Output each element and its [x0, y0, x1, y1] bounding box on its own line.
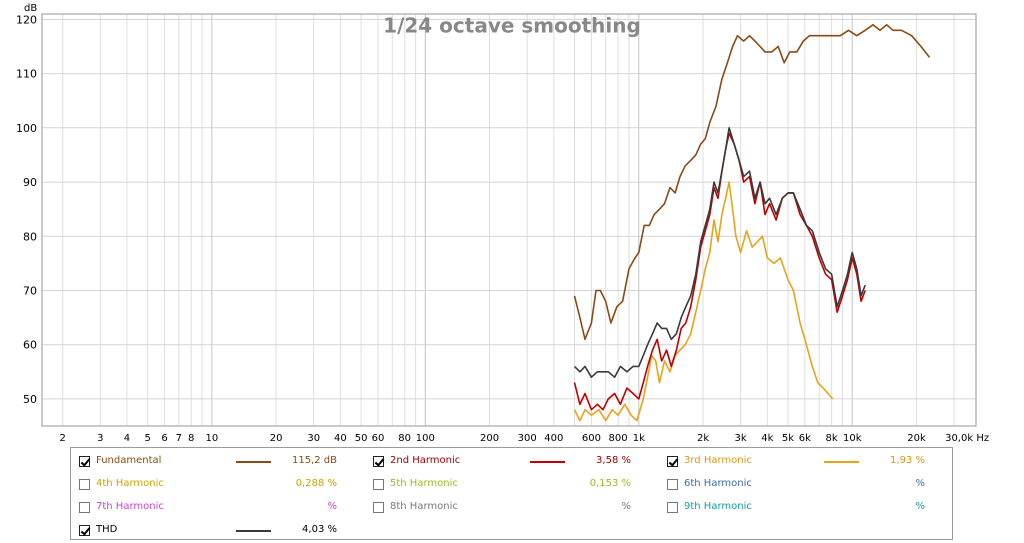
x-tick-label: 800: [609, 433, 628, 444]
legend-line-swatch: [824, 461, 859, 463]
x-tick-label: 5: [144, 433, 150, 444]
legend-value: %: [915, 501, 925, 512]
x-tick-label: 80: [398, 433, 411, 444]
legend-line-swatch: [236, 530, 271, 532]
legend-label: THD: [96, 524, 118, 535]
legend-value: 0,288 %: [295, 478, 337, 489]
y-tick-label: 60: [23, 339, 37, 352]
legend-label: 7th Harmonic: [96, 501, 164, 512]
legend-item: 9th Harmonic%: [659, 500, 949, 518]
x-tick-label: 7: [176, 433, 182, 444]
x-tick-label: 1k: [633, 433, 645, 444]
y-axis-ticks: 120 110 100 90 80 70 60 50: [16, 13, 37, 405]
legend-label: 9th Harmonic: [684, 501, 752, 512]
x-axis-ticks: 2 3 4 5 6 7 8 10 20 30 40 50 60 80 100 200 300 400 600 800 1…: [59, 433, 989, 444]
legend-checkbox[interactable]: [79, 479, 90, 490]
legend-item: THD 4,03 %: [71, 523, 361, 541]
x-tick-label: 200: [480, 433, 499, 444]
legend-checkbox[interactable]: [373, 502, 384, 513]
legend-item: 2nd Harmonic 3,58 %: [365, 454, 655, 472]
legend-line-swatch: [530, 461, 565, 463]
x-tick-label: 600: [582, 433, 601, 444]
legend-item: 6th Harmonic%: [659, 477, 949, 495]
legend-line-swatch: [236, 461, 271, 463]
plot-frame: [41, 13, 977, 427]
legend-value: 3,58 %: [596, 455, 631, 466]
legend-label: 3rd Harmonic: [684, 455, 752, 466]
chart-title: 1/24 octave smoothing: [383, 14, 641, 38]
x-tick-label: 8k: [825, 433, 837, 444]
legend-label: Fundamental: [96, 455, 162, 466]
series-line-2nd-harmonic: [573, 132, 866, 411]
legend-value: 1,93 %: [890, 455, 925, 466]
y-tick-label: 50: [23, 393, 37, 406]
x-tick-label: 50: [355, 433, 368, 444]
x-tick-label: 2: [59, 433, 65, 444]
legend-item: 5th Harmonic 0,153 %: [365, 477, 655, 495]
x-tick-label: 8: [188, 433, 194, 444]
legend-value: %: [915, 478, 925, 489]
y-tick-label: 100: [16, 122, 37, 135]
x-tick-label: 100: [416, 433, 435, 444]
legend-value: 4,03 %: [302, 524, 337, 535]
x-tick-label: 3: [97, 433, 103, 444]
legend-checkbox[interactable]: [79, 525, 90, 536]
y-tick-label: 120: [16, 13, 37, 26]
legend-item: 8th Harmonic%: [365, 500, 655, 518]
x-tick-label: 20: [270, 433, 283, 444]
x-tick-label: 2k: [697, 433, 709, 444]
legend-label: 5th Harmonic: [390, 478, 458, 489]
x-tick-label: 400: [544, 433, 563, 444]
x-tick-label: 10: [206, 433, 219, 444]
x-tick-label: 10k: [843, 433, 862, 444]
y-tick-label: 90: [23, 176, 37, 189]
x-tick-label: 6: [161, 433, 167, 444]
x-tick-label: 5k: [782, 433, 794, 444]
series-line-fundamental: [573, 24, 931, 341]
legend-item: Fundamental 115,2 dB: [71, 454, 361, 472]
legend-checkbox[interactable]: [373, 456, 384, 467]
x-tick-label: 20k: [907, 433, 926, 444]
series-lines: [573, 24, 931, 422]
x-tick-label: 40: [334, 433, 347, 444]
legend-checkbox[interactable]: [667, 456, 678, 467]
x-tick-label: 30,0k Hz: [945, 433, 989, 444]
legend-item: 4th Harmonic 0,288 %: [71, 477, 361, 495]
grid: [42, 14, 976, 426]
x-tick-label: 60: [372, 433, 385, 444]
legend-item: 3rd Harmonic 1,93 %: [659, 454, 949, 472]
x-tick-label: 6k: [799, 433, 811, 444]
y-tick-label: 110: [16, 68, 37, 81]
legend-item: 7th Harmonic%: [71, 500, 361, 518]
series-line-3rd-harmonic: [573, 181, 834, 422]
legend-checkbox[interactable]: [667, 502, 678, 513]
legend-value: %: [621, 501, 631, 512]
legend-label: 4th Harmonic: [96, 478, 164, 489]
x-tick-label: 3k: [735, 433, 747, 444]
legend-value: %: [327, 501, 337, 512]
x-tick-label: 4k: [761, 433, 773, 444]
legend-checkbox[interactable]: [79, 502, 90, 513]
frequency-response-chart: 120 110 100 90 80 70 60 50 2 3 4 5 6 7 8 10 20 30 40 50 60 8…: [16, 3, 989, 444]
legend-checkbox[interactable]: [373, 479, 384, 490]
legend-panel: Fundamental 115,2 dB 2nd Harmonic 3,58 % 3rd…: [70, 447, 953, 540]
series-line-thd: [573, 127, 866, 378]
y-tick-label: 70: [23, 284, 37, 297]
legend-label: 6th Harmonic: [684, 478, 752, 489]
legend-checkbox[interactable]: [79, 456, 90, 467]
legend-checkbox[interactable]: [667, 479, 678, 490]
legend-value: 0,153 %: [589, 478, 631, 489]
x-tick-label: 4: [124, 433, 130, 444]
x-tick-label: 30: [307, 433, 320, 444]
y-tick-label: 80: [23, 230, 37, 243]
legend-label: 8th Harmonic: [390, 501, 458, 512]
legend-value: 115,2 dB: [291, 455, 337, 466]
x-tick-label: 300: [518, 433, 537, 444]
y-axis-label: dB: [24, 3, 37, 14]
legend-label: 2nd Harmonic: [390, 455, 461, 466]
